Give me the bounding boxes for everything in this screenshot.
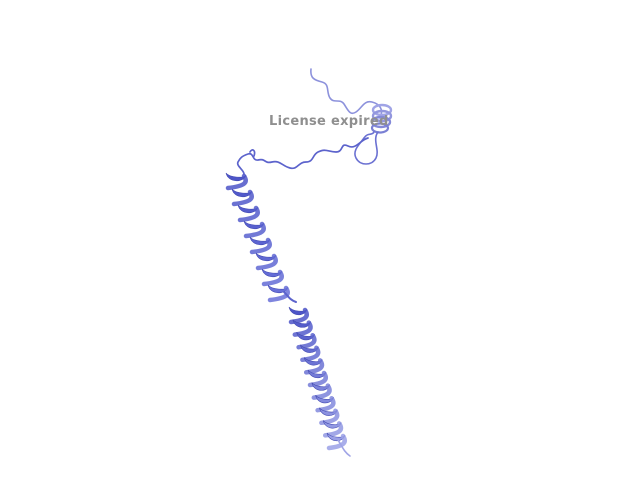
helix-backbone <box>225 173 248 191</box>
helix-backbone <box>237 205 260 223</box>
c-terminal-coil <box>337 439 351 457</box>
helix-upper-segment <box>225 172 290 303</box>
linker-kink <box>249 149 256 157</box>
helix-lower-segment <box>288 306 347 451</box>
helix-backbone <box>249 237 272 255</box>
upper-right-helix <box>370 103 393 134</box>
license-watermark: License expired <box>269 114 389 129</box>
helix-backbone <box>231 189 254 207</box>
n-terminal-coil <box>310 68 383 119</box>
helix-backbone <box>326 433 347 451</box>
helix-backbone <box>261 269 284 287</box>
helix-backbone <box>255 253 278 271</box>
linker-coil <box>236 137 369 175</box>
helix-connector <box>283 291 297 303</box>
upper-loop <box>354 131 379 165</box>
helix-backbone <box>243 221 266 239</box>
